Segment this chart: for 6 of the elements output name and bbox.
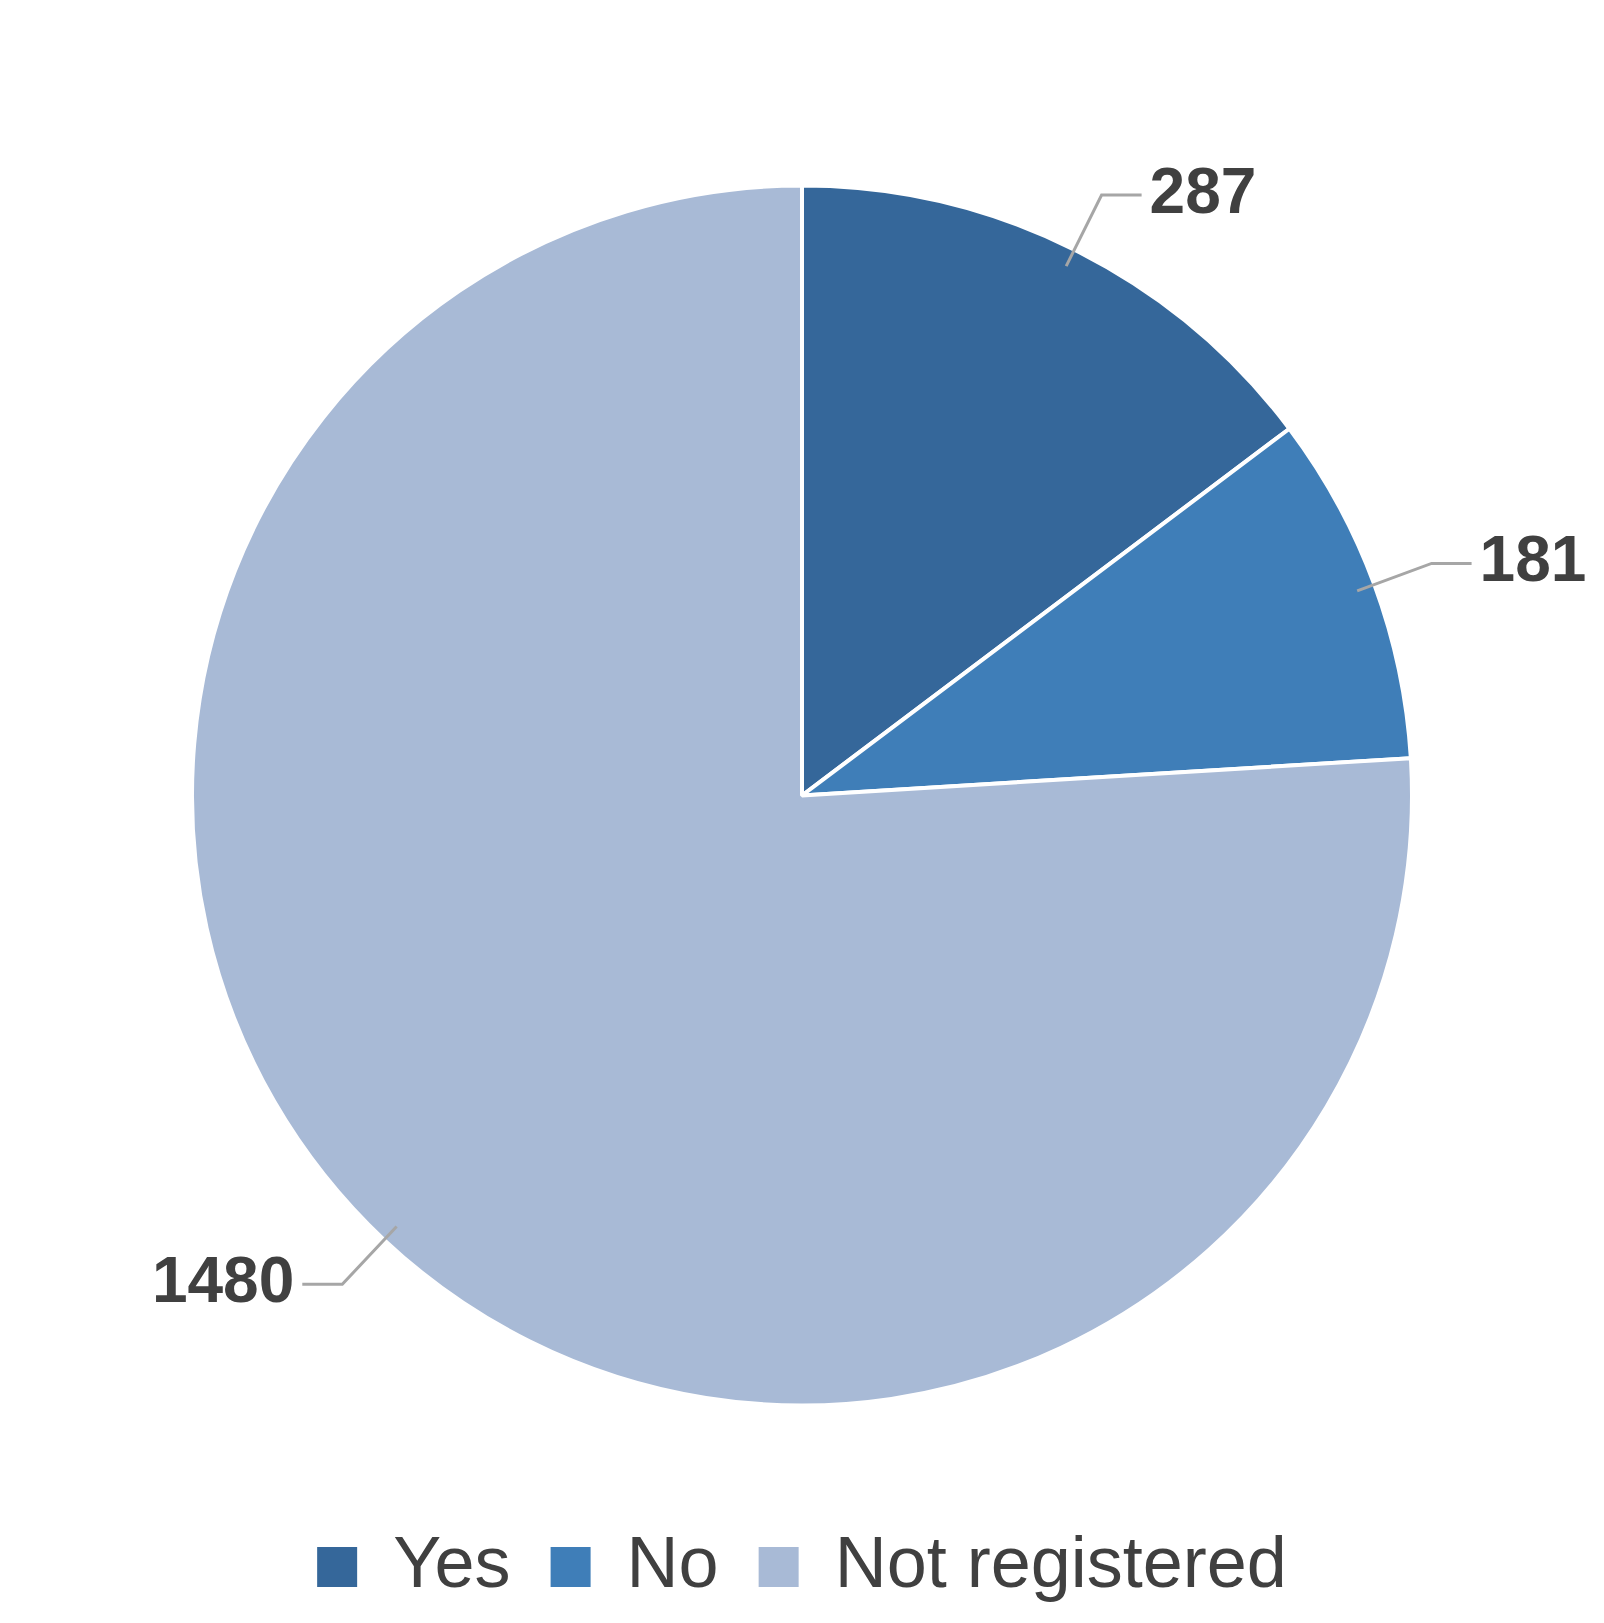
data-label: 287 (1149, 154, 1257, 227)
data-label: 1480 (151, 1243, 295, 1316)
data-label: 181 (1479, 523, 1587, 596)
legend-label: No (626, 1521, 719, 1602)
legend-label: Yes (393, 1521, 511, 1602)
legend-label: Not registered (834, 1521, 1287, 1602)
